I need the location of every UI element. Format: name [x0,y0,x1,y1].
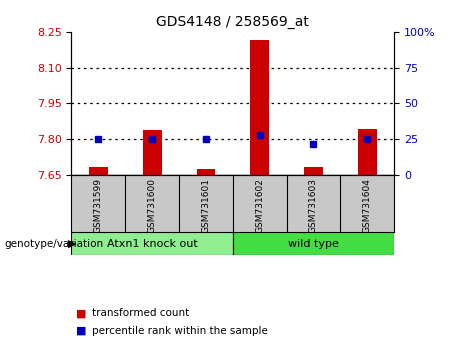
Text: GSM731600: GSM731600 [148,178,157,233]
Bar [196,169,215,175]
Text: GSM731601: GSM731601 [201,178,210,233]
Text: GSM731603: GSM731603 [309,178,318,233]
Text: GSM731599: GSM731599 [94,178,103,233]
Bar [143,130,161,175]
Text: GSM731602: GSM731602 [255,178,264,233]
Bar [233,232,394,255]
Bar [358,129,377,175]
Text: genotype/variation: genotype/variation [5,239,104,249]
Bar [304,167,323,175]
Bar [89,167,108,175]
Text: GSM731604: GSM731604 [363,178,372,233]
Text: Atxn1 knock out: Atxn1 knock out [107,239,197,249]
Text: transformed count: transformed count [92,308,189,318]
Title: GDS4148 / 258569_at: GDS4148 / 258569_at [156,16,309,29]
Text: percentile rank within the sample: percentile rank within the sample [92,326,268,336]
Text: ▶: ▶ [68,239,76,249]
Bar [250,40,269,175]
Text: ■: ■ [76,308,87,318]
Text: wild type: wild type [288,239,339,249]
Text: ■: ■ [76,326,87,336]
Bar [71,232,233,255]
